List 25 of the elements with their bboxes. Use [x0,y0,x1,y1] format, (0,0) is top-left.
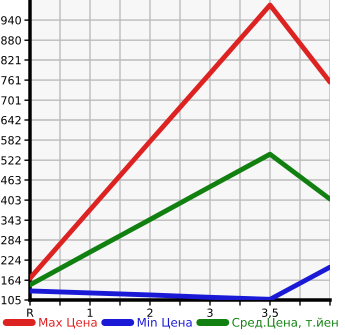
y-tick-label: 821 [1,56,21,64]
y-tick-label: 105 [2,296,21,304]
y-tick-label: 463 [1,176,21,184]
x-tick-label: 1 [88,308,93,317]
line-series [30,152,330,288]
y-tick-label: 284 [1,236,22,244]
y-tick-label: 642 [1,116,21,124]
y-tick-label: 940 [1,16,21,24]
legend-label: Min Цена [138,318,192,328]
x-tick-label: 3,5 [262,308,278,318]
y-tick-label: 343 [1,216,21,225]
y-tick-label: 403 [1,196,21,204]
x-tick-label: R [27,308,34,317]
x-tick-label: 3 [207,308,213,317]
y-tick-label: 761 [1,76,21,84]
y-tick-label: 880 [1,36,21,45]
x-tick-label: 2 [147,308,152,317]
y-tick-label: 582 [1,136,21,144]
line-series [30,2,330,281]
legend-label: Max Цена [39,318,97,328]
y-tick-label: 224 [1,256,22,264]
y-tick-label: 701 [1,96,21,105]
legend-label: Сред.Цена, т.йен [232,318,338,330]
y-tick-label: 522 [1,156,21,165]
y-tick-label: 164 [2,276,22,285]
